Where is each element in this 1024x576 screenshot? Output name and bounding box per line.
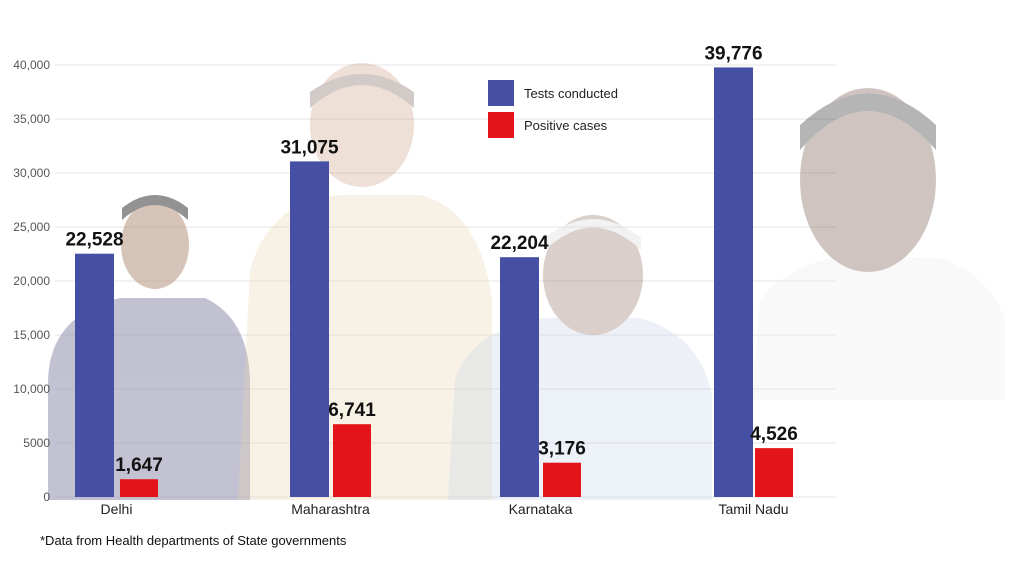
legend-swatch-tests [488, 80, 514, 106]
y-tick-label: 30,000 [13, 166, 50, 180]
y-tick-label: 20,000 [13, 274, 50, 288]
value-labels: 22,528 1,647 31,075 6,741 22,204 3,176 39,776 4… [65, 43, 797, 476]
bar-tests-karnataka [500, 257, 539, 497]
value-label: 22,204 [490, 233, 549, 254]
value-label: 39,776 [704, 43, 762, 64]
value-label: 1,647 [115, 455, 163, 476]
legend-label-positive: Positive cases [524, 117, 608, 133]
footnote: *Data from Health departments of State g… [40, 533, 347, 548]
bars [75, 67, 793, 498]
y-tick-label: 25,000 [13, 220, 50, 234]
value-label: 6,741 [328, 400, 376, 421]
y-tick-label: 40,000 [13, 58, 50, 72]
category-label: Tamil Nadu [718, 501, 788, 517]
value-label: 3,176 [538, 439, 586, 460]
legend-swatch-positive [488, 112, 514, 138]
y-tick-label: 10,000 [13, 382, 50, 396]
bar-tests-tamil-nadu [714, 67, 753, 498]
value-label: 22,528 [65, 230, 123, 251]
bar-positive-karnataka [543, 462, 581, 497]
category-label: Delhi [101, 501, 133, 517]
bar-positive-delhi [120, 479, 158, 497]
y-tick-label: 0 [43, 490, 50, 504]
y-tick-label: 35,000 [13, 112, 50, 126]
bar-positive-tamil-nadu [755, 448, 793, 497]
value-label: 4,526 [750, 424, 798, 445]
tamil-nadu-portrait-image [752, 88, 1005, 400]
bar-tests-maharashtra [290, 161, 329, 497]
category-label: Maharashtra [291, 501, 370, 517]
y-axis-tick-labels: 0 5000 10,000 15,000 20,000 25,000 30,000 35,00… [13, 58, 50, 504]
legend-item-tests: Tests conducted [488, 80, 618, 106]
legend: Tests conducted Positive cases [488, 80, 618, 144]
value-label: 31,075 [280, 137, 339, 158]
bar-positive-maharashtra [333, 424, 371, 497]
y-tick-label: 5000 [23, 436, 50, 450]
bar-tests-delhi [75, 253, 114, 497]
legend-label-tests: Tests conducted [524, 85, 618, 101]
y-tick-label: 15,000 [13, 328, 50, 342]
category-labels: Delhi Maharashtra Karnataka Tamil Nadu [101, 501, 789, 517]
legend-item-positive: Positive cases [488, 112, 618, 138]
category-label: Karnataka [509, 501, 573, 517]
